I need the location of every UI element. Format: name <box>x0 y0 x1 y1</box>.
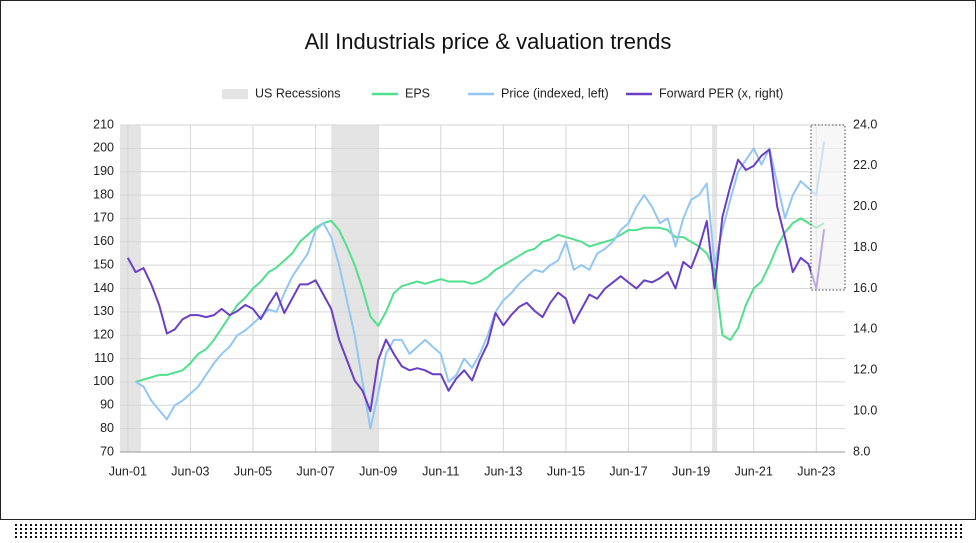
series-line <box>126 148 826 413</box>
x-tick-label: Jun-01 <box>109 464 147 478</box>
series-line <box>135 217 825 383</box>
legend-label: US Recessions <box>255 86 340 100</box>
y-tick-label: 190 <box>93 164 114 178</box>
x-tick-label: Jun-05 <box>234 464 272 478</box>
y2-tick-label: 12.0 <box>853 363 877 377</box>
y-tick-label: 200 <box>93 141 114 155</box>
y-tick-label: 120 <box>93 328 114 342</box>
y-tick-label: 130 <box>93 304 114 318</box>
dotted-border <box>14 524 962 538</box>
y2-tick-label: 22.0 <box>853 158 877 172</box>
y-tick-label: 170 <box>93 211 114 225</box>
y2-tick-label: 16.0 <box>853 281 877 295</box>
chart-title: All Industrials price & valuation trends <box>305 29 672 54</box>
x-tick-label: Jun-09 <box>359 464 397 478</box>
y-tick-label: 150 <box>93 257 114 271</box>
legend-label: Forward PER (x, right) <box>659 86 783 100</box>
x-tick-label: Jun-21 <box>735 464 773 478</box>
y-tick-label: 90 <box>100 398 114 412</box>
x-tick-label: Jun-13 <box>484 464 522 478</box>
x-tick-label: Jun-07 <box>296 464 334 478</box>
legend-swatch <box>222 89 248 99</box>
y-tick-label: 80 <box>100 421 114 435</box>
x-tick-label: Jun-15 <box>547 464 585 478</box>
y2-tick-label: 8.0 <box>853 444 870 458</box>
forecast-box <box>810 124 846 291</box>
y2-tick-label: 20.0 <box>853 199 877 213</box>
y2-tick-label: 18.0 <box>853 240 877 254</box>
x-tick-label: Jun-23 <box>797 464 835 478</box>
y-tick-label: 180 <box>93 187 114 201</box>
y-tick-label: 110 <box>94 351 114 365</box>
x-tick-label: Jun-19 <box>672 464 710 478</box>
y-tick-label: 140 <box>93 281 114 295</box>
y-tick-label: 210 <box>93 117 114 131</box>
y2-tick-label: 14.0 <box>853 322 877 336</box>
y-tick-label: 70 <box>100 444 114 458</box>
y-tick-label: 100 <box>93 374 114 388</box>
y2-tick-label: 24.0 <box>853 117 877 131</box>
y-tick-label: 160 <box>93 234 114 248</box>
legend-label: EPS <box>405 86 430 100</box>
y2-tick-label: 10.0 <box>853 403 877 417</box>
series-line <box>135 141 826 430</box>
legend-label: Price (indexed, left) <box>501 86 609 100</box>
x-tick-label: Jun-17 <box>609 464 647 478</box>
x-tick-label: Jun-03 <box>171 464 209 478</box>
x-tick-label: Jun-11 <box>422 464 459 478</box>
